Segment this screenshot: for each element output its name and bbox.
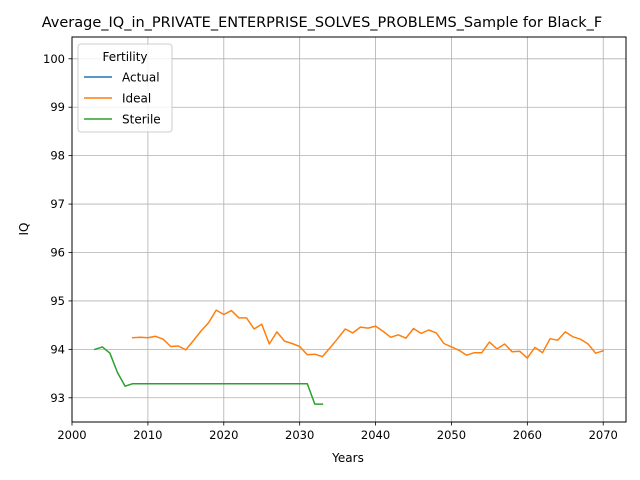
y-tick-label: 99 — [50, 100, 65, 114]
series-line-sterile — [93, 346, 324, 405]
legend-box — [77, 43, 173, 133]
x-tick-label: 2000 — [57, 428, 86, 442]
x-tick-label: 2030 — [285, 428, 314, 442]
x-axis-label: Years — [331, 451, 364, 465]
x-tick-label: 2010 — [133, 428, 162, 442]
y-tick-label: 98 — [50, 149, 65, 163]
legend: Fertility Actual Ideal Sterile — [77, 43, 173, 133]
plot-area-frame — [71, 36, 627, 423]
y-tick-label: 95 — [50, 294, 65, 308]
legend-title: Fertility — [102, 50, 147, 64]
x-axis-ticks: 2000 2010 2020 2030 2040 2050 2060 2070 — [57, 422, 618, 442]
x-tick-label: 2070 — [589, 428, 618, 442]
legend-label-ideal: Ideal — [122, 92, 151, 106]
y-tick-label: 94 — [50, 342, 65, 356]
legend-label-actual: Actual — [122, 71, 160, 85]
series-line-ideal — [131, 309, 605, 359]
y-axis-ticks: 93 94 95 96 97 98 99 100 — [43, 52, 72, 405]
y-tick-label: 97 — [50, 197, 65, 211]
x-tick-label: 2060 — [513, 428, 542, 442]
x-tick-label: 2050 — [437, 428, 466, 442]
x-tick-label: 2040 — [361, 428, 390, 442]
y-axis-label: IQ — [17, 223, 31, 236]
y-tick-label: 100 — [43, 52, 65, 66]
chart-title: Average_IQ_in_PRIVATE_ENTERPRISE_SOLVES_… — [42, 15, 603, 31]
legend-label-sterile: Sterile — [122, 113, 161, 127]
y-tick-label: 96 — [50, 246, 65, 260]
x-tick-label: 2020 — [209, 428, 238, 442]
grid-lines — [71, 37, 626, 422]
series-lines — [93, 309, 605, 405]
y-tick-label: 93 — [50, 391, 65, 405]
